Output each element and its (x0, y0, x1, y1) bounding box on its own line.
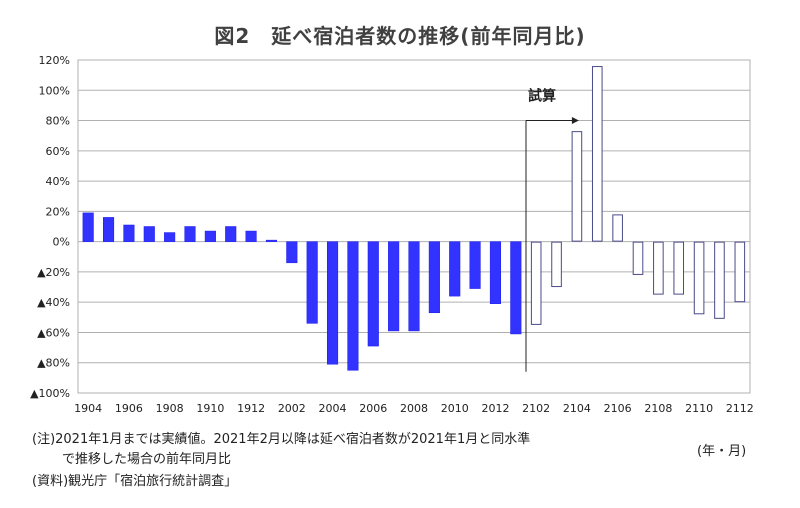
chart-title: 図2 延べ宿泊者数の推移(前年同月比) (214, 24, 586, 48)
bar-actual-1905 (103, 217, 115, 242)
bar-estimate-2102 (530, 241, 542, 325)
bar-estimate-2104 (571, 131, 583, 242)
bar-actual-2002 (286, 241, 298, 264)
x-tick-label: 2006 (359, 402, 387, 415)
bar-actual-2101 (510, 241, 522, 335)
grid-lines (77, 59, 751, 394)
bar-estimate-2103 (551, 241, 562, 288)
x-tick-label: 2102 (522, 402, 550, 415)
bar-actual-1904 (82, 212, 94, 242)
bar-actual-2009 (428, 241, 440, 314)
x-tick-label: 2008 (400, 402, 428, 415)
bar-estimate-2111 (714, 241, 725, 319)
bar-actual-2006 (367, 241, 379, 347)
y-tick-label: 0% (53, 236, 70, 249)
x-axis-unit-label: (年・月) (697, 444, 747, 459)
annotation: 試算 (525, 87, 579, 372)
x-tick-label: 2104 (563, 402, 591, 415)
x-tick-label: 2010 (441, 402, 469, 415)
bar-estimate-2110 (693, 241, 705, 315)
bar-actual-1906 (123, 224, 135, 242)
x-tick-label: 2110 (685, 402, 713, 415)
bar-estimate-2112 (734, 241, 746, 303)
plot-frame (77, 59, 751, 394)
note-line-2: で推移した場合の前年同月比 (62, 452, 232, 467)
x-tick-label: 1906 (115, 402, 143, 415)
bar-estimate-2108 (653, 241, 664, 295)
x-tick-label: 1910 (196, 402, 224, 415)
estimate-label: 試算 (528, 87, 556, 104)
x-tick-label: 2108 (644, 402, 672, 415)
x-tick-label: 1904 (74, 402, 102, 415)
bar-actual-2001 (265, 239, 277, 242)
bar-estimate-2109 (673, 241, 685, 295)
bar-actual-1909 (184, 226, 196, 242)
bars (82, 66, 746, 371)
y-tick-label: 120% (39, 54, 70, 67)
source-note: (資料)観光庁「宿泊旅行統計調査」 (32, 474, 238, 489)
y-tick-label: 60% (46, 145, 70, 158)
bar-actual-2005 (347, 241, 359, 371)
x-tick-label: 2004 (319, 402, 347, 415)
y-tick-label: ▲100% (30, 387, 70, 400)
bar-actual-2011 (469, 241, 481, 289)
y-tick-label: ▲60% (37, 326, 70, 339)
bar-actual-1912 (245, 230, 257, 242)
bar-estimate-2106 (612, 214, 623, 242)
estimate-arrow-head (571, 117, 579, 125)
bar-actual-1907 (143, 226, 155, 242)
y-tick-label: 40% (46, 175, 70, 188)
bar-estimate-2107 (632, 241, 644, 275)
x-tick-label: 2106 (604, 402, 632, 415)
bar-actual-2008 (408, 241, 420, 332)
y-tick-label: 100% (39, 84, 70, 97)
bar-actual-2004 (327, 241, 339, 365)
bar-actual-1910 (204, 230, 216, 242)
x-tick-label: 2112 (726, 402, 754, 415)
y-tick-label: 80% (46, 115, 70, 128)
x-tick-label: 1912 (237, 402, 265, 415)
x-tick-label: 1908 (156, 402, 184, 415)
bar-actual-2007 (388, 241, 400, 332)
y-tick-label: ▲80% (37, 357, 70, 370)
y-tick-label: ▲20% (37, 266, 70, 279)
bar-actual-1911 (225, 226, 237, 242)
x-tick-label: 2012 (481, 402, 509, 415)
note-line-1: (注)2021年1月までは実績値。2021年2月以降は延べ宿泊者数が2021年1… (32, 432, 531, 447)
bar-actual-2003 (306, 241, 318, 324)
bar-actual-2010 (449, 241, 461, 297)
bar-actual-1908 (164, 232, 176, 242)
x-tick-label: 2002 (278, 402, 306, 415)
bar-estimate-2105 (591, 66, 603, 242)
y-tick-label: 20% (46, 205, 70, 218)
y-tick-label: ▲40% (37, 296, 70, 309)
axes: 120% 100% 80% 60% 40% 20% 0% ▲20% ▲40% ▲60% ▲80% ▲1… (30, 54, 754, 415)
bar-actual-2012 (489, 241, 501, 304)
